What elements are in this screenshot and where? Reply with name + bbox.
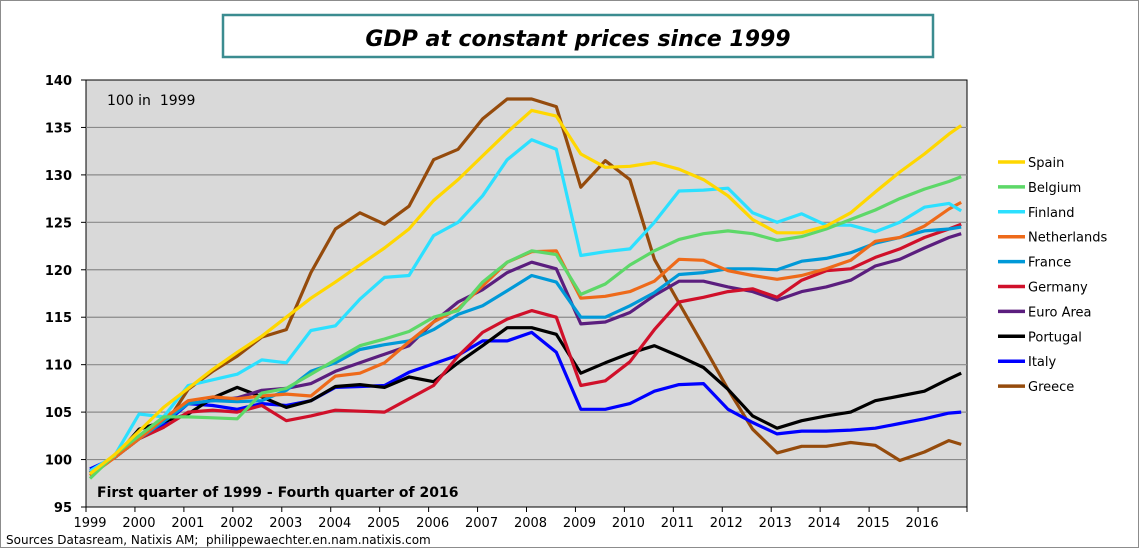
legend-item: Greece <box>998 380 1074 395</box>
legend-item: Spain <box>998 156 1064 171</box>
legend-item: Netherlands <box>998 231 1107 246</box>
series-lines <box>88 97 963 480</box>
legend-item: Finland <box>998 206 1074 221</box>
x-axis: 1999 2000 2001 2002 2003 2004 2005 2006 2007 2008… <box>73 507 968 531</box>
legend-item: Italy <box>998 355 1057 370</box>
legend-label: Portugal <box>1028 330 1082 345</box>
x-tick-label: 2000 <box>122 516 155 531</box>
chart-title: GDP at constant prices since 1999 <box>365 27 790 52</box>
y-tick-label: 95 <box>54 501 72 516</box>
y-axis: 95 100 105 110 115 120 125 130 135 140 <box>45 74 86 516</box>
series-line-france <box>89 225 962 475</box>
x-tick-label: 2012 <box>710 516 743 531</box>
legend-label: Belgium <box>1028 181 1081 196</box>
x-tick-label: 2013 <box>759 516 792 531</box>
legend-label: France <box>1028 256 1071 271</box>
legend-item: Euro Area <box>998 305 1092 320</box>
y-tick-label: 105 <box>45 406 72 421</box>
series-line-italy <box>89 330 962 471</box>
gridlines <box>86 126 967 461</box>
y-tick-label: 110 <box>45 359 72 374</box>
y-tick-label: 135 <box>45 121 72 136</box>
legend-label: Finland <box>1028 206 1074 221</box>
legend: Spain Belgium Finland Netherlands France Germ… <box>998 156 1107 395</box>
source-note: Sources Datasream, Natixis AM; philippew… <box>6 533 431 547</box>
y-tick-label: 125 <box>45 216 72 231</box>
base-annotation: 100 in 1999 <box>107 93 195 109</box>
x-tick-label: 2001 <box>171 516 204 531</box>
series-line-greece <box>89 97 962 473</box>
series-line-spain <box>89 108 963 476</box>
y-tick-label: 130 <box>45 169 72 184</box>
x-tick-label: 2010 <box>612 516 645 531</box>
series-line-portugal <box>89 326 962 475</box>
legend-item: Germany <box>998 281 1088 296</box>
series-line-belgium <box>88 175 962 480</box>
x-tick-label: 2011 <box>661 516 694 531</box>
legend-item: Belgium <box>998 181 1081 196</box>
legend-label: Spain <box>1028 156 1064 171</box>
x-tick-label: 2003 <box>269 516 302 531</box>
x-tick-label: 2005 <box>367 516 400 531</box>
y-tick-label: 115 <box>45 311 72 326</box>
x-tick-label: 2004 <box>318 516 351 531</box>
x-tick-label: 2016 <box>906 516 939 531</box>
legend-item: Portugal <box>998 330 1082 345</box>
legend-item: France <box>998 256 1071 271</box>
x-tick-label: 2002 <box>220 516 253 531</box>
title-box <box>221 13 935 59</box>
y-tick-label: 140 <box>45 74 72 89</box>
x-tick-label: 2006 <box>416 516 449 531</box>
x-tick-label: 2015 <box>857 516 890 531</box>
x-tick-label: 2008 <box>514 516 547 531</box>
y-tick-label: 100 <box>45 454 72 469</box>
x-tick-label: 1999 <box>73 516 106 531</box>
legend-label: Greece <box>1028 380 1074 395</box>
plot-area <box>85 79 968 508</box>
y-tick-label: 120 <box>45 264 72 279</box>
x-tick-label: 2014 <box>808 516 841 531</box>
period-note: First quarter of 1999 - Fourth quarter o… <box>97 485 458 501</box>
legend-label: Euro Area <box>1028 305 1092 320</box>
series-line-germany <box>89 222 962 475</box>
legend-label: Italy <box>1028 355 1057 370</box>
legend-label: Netherlands <box>1028 231 1107 246</box>
x-tick-label: 2009 <box>563 516 596 531</box>
x-tick-label: 2007 <box>465 516 498 531</box>
legend-label: Germany <box>1028 281 1088 296</box>
